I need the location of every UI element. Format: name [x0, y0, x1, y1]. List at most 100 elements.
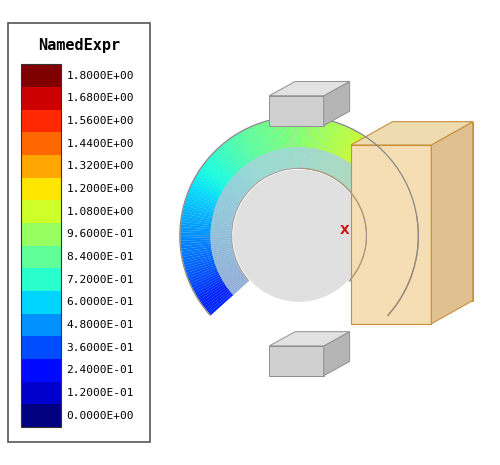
Wedge shape: [181, 244, 211, 249]
Wedge shape: [210, 235, 231, 238]
Wedge shape: [213, 213, 234, 220]
Wedge shape: [362, 195, 412, 214]
Wedge shape: [201, 166, 244, 198]
Wedge shape: [374, 282, 400, 300]
Bar: [21, 313, 61, 336]
Wedge shape: [228, 182, 245, 196]
Wedge shape: [216, 150, 238, 173]
Wedge shape: [254, 159, 266, 177]
Wedge shape: [362, 257, 412, 276]
Wedge shape: [286, 118, 291, 148]
Wedge shape: [384, 259, 414, 270]
Wedge shape: [266, 153, 274, 173]
Wedge shape: [366, 235, 418, 238]
Wedge shape: [376, 277, 404, 293]
Wedge shape: [327, 123, 340, 153]
Wedge shape: [348, 136, 366, 163]
Wedge shape: [366, 227, 418, 232]
Wedge shape: [384, 200, 413, 211]
Wedge shape: [212, 249, 233, 256]
Text: 3.6000E-01: 3.6000E-01: [66, 343, 134, 352]
Wedge shape: [232, 136, 262, 180]
Wedge shape: [347, 173, 363, 189]
Wedge shape: [181, 245, 233, 254]
Wedge shape: [223, 142, 258, 184]
Wedge shape: [222, 268, 240, 280]
Wedge shape: [246, 128, 270, 175]
Wedge shape: [324, 153, 333, 173]
Wedge shape: [384, 206, 414, 215]
Wedge shape: [210, 156, 234, 178]
Wedge shape: [316, 119, 324, 149]
Wedge shape: [365, 248, 416, 260]
Wedge shape: [190, 185, 238, 208]
Wedge shape: [294, 117, 298, 168]
Wedge shape: [323, 122, 334, 151]
Wedge shape: [210, 239, 231, 241]
Wedge shape: [200, 168, 244, 199]
Wedge shape: [201, 286, 227, 305]
Wedge shape: [366, 240, 418, 246]
Wedge shape: [214, 211, 234, 219]
Wedge shape: [220, 194, 239, 205]
Wedge shape: [236, 172, 252, 187]
Wedge shape: [198, 171, 225, 189]
Wedge shape: [307, 117, 316, 169]
Text: Y: Y: [382, 175, 391, 188]
Wedge shape: [291, 117, 295, 147]
Wedge shape: [366, 219, 418, 228]
Wedge shape: [222, 270, 241, 282]
Wedge shape: [367, 237, 388, 239]
Wedge shape: [270, 120, 279, 150]
Wedge shape: [335, 160, 347, 179]
Wedge shape: [217, 261, 236, 271]
Wedge shape: [356, 173, 402, 201]
Wedge shape: [216, 202, 236, 211]
Wedge shape: [188, 261, 238, 283]
Wedge shape: [367, 240, 388, 244]
Wedge shape: [304, 117, 310, 169]
Polygon shape: [324, 81, 349, 126]
Wedge shape: [386, 253, 415, 262]
Wedge shape: [350, 157, 391, 193]
Wedge shape: [341, 142, 375, 184]
Wedge shape: [366, 242, 418, 249]
Wedge shape: [352, 278, 369, 292]
Wedge shape: [200, 284, 226, 302]
Wedge shape: [206, 290, 231, 311]
Wedge shape: [346, 151, 385, 189]
Wedge shape: [358, 191, 376, 202]
Wedge shape: [293, 147, 296, 168]
Wedge shape: [329, 124, 342, 153]
Wedge shape: [370, 287, 396, 306]
Wedge shape: [320, 120, 329, 150]
Wedge shape: [385, 208, 415, 217]
Wedge shape: [205, 277, 247, 312]
Wedge shape: [214, 256, 234, 264]
Wedge shape: [279, 149, 285, 169]
Wedge shape: [211, 225, 232, 229]
Wedge shape: [210, 231, 231, 234]
Wedge shape: [184, 256, 214, 265]
Wedge shape: [358, 268, 376, 280]
Wedge shape: [202, 275, 245, 307]
Wedge shape: [364, 200, 414, 217]
Wedge shape: [256, 124, 276, 173]
Wedge shape: [203, 164, 228, 184]
Wedge shape: [366, 158, 390, 179]
Circle shape: [233, 170, 365, 302]
Wedge shape: [346, 149, 383, 188]
Wedge shape: [266, 120, 282, 171]
Wedge shape: [192, 182, 239, 207]
Wedge shape: [367, 233, 388, 235]
Wedge shape: [354, 275, 371, 289]
Wedge shape: [385, 256, 414, 265]
Wedge shape: [378, 275, 406, 291]
Wedge shape: [388, 239, 418, 244]
Wedge shape: [197, 173, 224, 191]
Wedge shape: [256, 124, 269, 153]
Wedge shape: [374, 173, 401, 191]
Wedge shape: [331, 125, 344, 154]
Text: 1.6800E+00: 1.6800E+00: [66, 93, 134, 103]
Wedge shape: [334, 134, 364, 179]
